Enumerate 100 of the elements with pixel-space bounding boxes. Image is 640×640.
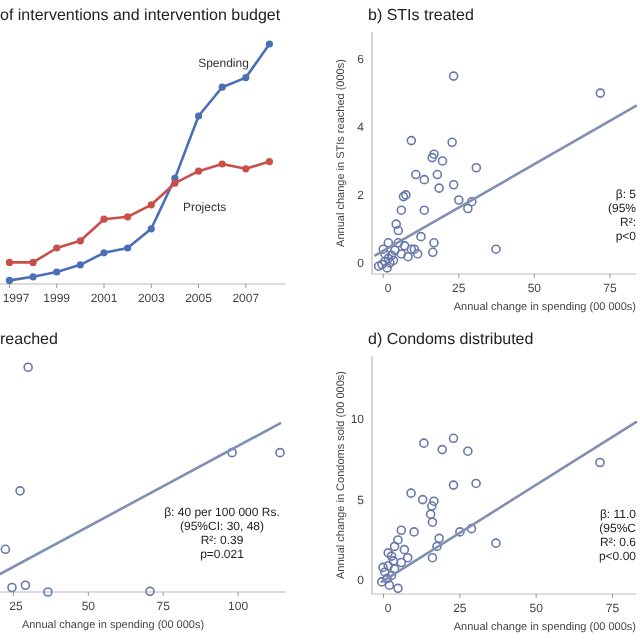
point [417,494,428,505]
point [382,573,392,584]
point [100,249,108,257]
point [218,160,226,168]
point [145,586,155,597]
point [194,167,203,175]
point [595,457,605,468]
point [388,255,399,266]
point [425,509,436,519]
point [427,501,437,511]
point [447,137,457,148]
point [491,244,501,255]
point [427,552,438,563]
point [406,488,416,498]
point [411,169,421,180]
point [466,523,477,534]
point [53,244,61,252]
point [378,562,388,573]
point [427,517,438,527]
point [412,249,423,259]
chart-title: reached [0,330,58,348]
point [100,215,108,223]
point [265,158,274,166]
point [147,225,155,233]
point [242,165,250,173]
point [23,362,33,373]
point [434,183,444,193]
point [448,71,459,81]
point [471,478,481,489]
point [389,541,400,552]
point [171,179,179,187]
chart-title: d) Condoms distributed [368,330,534,348]
point [383,237,394,248]
point [419,174,430,185]
point [416,231,426,242]
point [391,219,401,229]
point [393,237,404,248]
point [396,205,407,215]
point [227,447,237,458]
point [76,237,84,245]
point [396,557,407,568]
point [388,556,399,566]
point [432,541,442,552]
point [147,201,155,209]
point [437,156,448,166]
point [491,538,501,548]
point [448,179,459,190]
point [386,570,397,581]
point [383,548,393,558]
point [419,205,430,215]
point [434,533,444,544]
point [275,447,285,458]
point [432,169,443,180]
point [265,40,274,48]
point [373,261,384,271]
point [124,244,132,252]
point [53,268,61,276]
point [393,583,403,594]
point [15,486,25,496]
point [419,438,429,448]
point [437,444,447,455]
point [242,74,250,82]
point [385,258,395,268]
point [429,237,439,248]
point [76,261,84,269]
point [429,149,439,159]
point [448,480,459,490]
point [5,276,14,284]
point [453,195,464,205]
point [399,241,410,251]
point [463,203,473,214]
point [393,535,403,545]
point [427,152,437,163]
point [7,582,17,593]
point [455,527,465,537]
point [402,552,413,563]
point [393,225,404,236]
point [29,273,37,281]
point [403,251,413,262]
point [0,544,11,555]
point [378,244,388,255]
point [427,247,438,258]
point [194,112,203,120]
chart-title: of interventions and intervention budget [0,6,282,24]
point [386,551,397,561]
point [463,446,473,456]
point [396,525,407,536]
point [595,88,606,98]
point [383,560,393,571]
point [390,245,400,256]
point [5,258,14,266]
point [29,258,37,266]
point [20,580,31,591]
point [466,196,477,207]
point [429,496,439,507]
point [124,213,132,221]
point [218,83,226,91]
point [380,567,390,578]
chart-title: b) STIs treated [368,6,474,24]
point [471,162,482,173]
